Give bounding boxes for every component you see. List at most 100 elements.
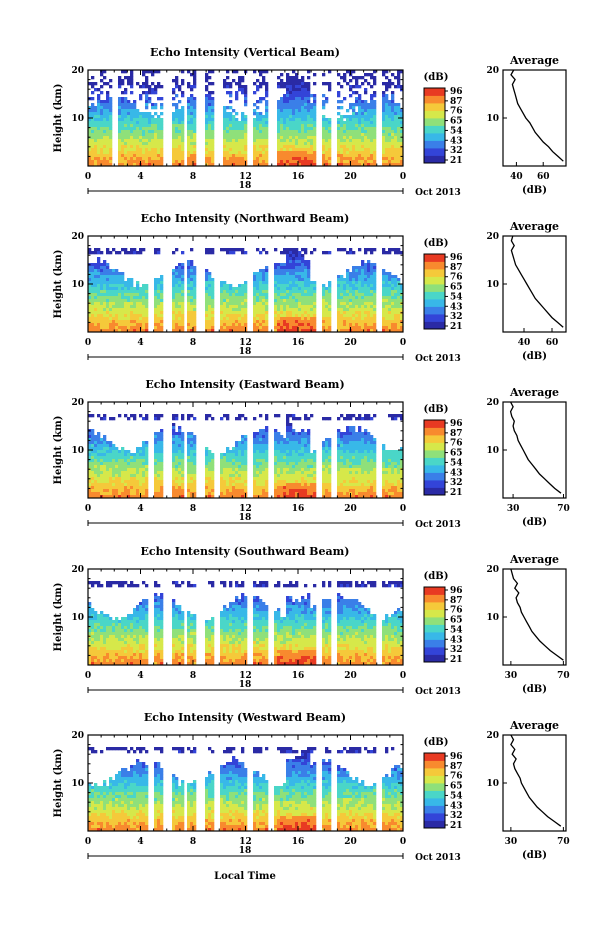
heatmap-cell xyxy=(373,112,377,116)
heatmap-cell xyxy=(298,260,302,264)
heatmap-cell xyxy=(394,133,398,137)
heatmap-cell xyxy=(283,302,287,306)
heatmap-cell xyxy=(298,145,302,149)
heatmap-cell xyxy=(211,97,215,101)
heatmap-cell xyxy=(115,287,119,291)
heatmap-cell xyxy=(400,157,403,161)
heatmap-cell xyxy=(109,97,113,101)
heatmap-cell xyxy=(190,290,194,294)
heatmap-cell xyxy=(385,136,389,140)
heatmap-cell xyxy=(256,112,260,116)
heatmap-cell xyxy=(112,492,116,496)
heatmap-cell xyxy=(286,293,290,297)
heatmap-cell xyxy=(265,139,269,143)
heatmap-cell xyxy=(388,299,392,303)
heatmap-cell xyxy=(208,281,212,285)
heatmap-cell xyxy=(124,302,128,306)
heatmap-cell xyxy=(211,115,215,119)
heatmap-cell xyxy=(232,326,236,330)
heatmap-cell xyxy=(244,251,248,255)
heatmap-cell xyxy=(364,305,368,309)
heatmap-cell xyxy=(223,157,227,161)
heatmap-cell xyxy=(262,136,266,140)
heatmap-cell xyxy=(160,474,164,478)
heatmap-cell xyxy=(313,100,317,104)
heatmap-cell xyxy=(292,272,296,276)
heatmap-cell xyxy=(400,154,403,158)
heatmap-cell xyxy=(256,145,260,149)
heatmap-cell xyxy=(310,106,314,110)
heatmap-cell xyxy=(109,160,113,164)
heatmap-cell xyxy=(259,275,263,279)
heatmap-cell xyxy=(256,438,260,442)
heatmap-cell xyxy=(328,82,332,86)
heatmap-cell xyxy=(118,272,122,276)
heatmap-cell xyxy=(355,163,359,166)
heatmap-cell xyxy=(394,118,398,122)
heatmap-cell xyxy=(205,272,209,276)
heatmap-cell xyxy=(121,477,125,481)
heatmap-cell xyxy=(190,447,194,451)
heatmap-cell xyxy=(361,272,365,276)
heatmap-cell xyxy=(205,112,209,116)
heatmap-cell xyxy=(340,275,344,279)
heatmap-cell xyxy=(283,323,287,327)
heatmap-cell xyxy=(190,115,194,119)
heatmap-cell xyxy=(100,462,104,466)
heatmap-cell xyxy=(346,278,350,282)
heatmap-cell xyxy=(220,293,224,297)
heatmap-cell xyxy=(310,287,314,291)
heatmap-cell xyxy=(109,133,113,137)
heatmap-cell xyxy=(172,121,176,125)
heatmap-cell xyxy=(211,106,215,110)
heatmap-cell xyxy=(130,326,134,330)
heatmap-cell xyxy=(367,296,371,300)
heatmap-cell xyxy=(133,103,137,107)
heatmap-cell xyxy=(337,290,341,294)
heatmap-cell xyxy=(340,106,344,110)
heatmap-cell xyxy=(103,82,107,86)
heatmap-cell xyxy=(193,459,197,463)
heatmap-cell xyxy=(106,124,110,128)
heatmap-cell xyxy=(229,106,233,110)
heatmap-cell xyxy=(241,287,245,291)
heatmap-cell xyxy=(343,278,347,282)
heatmap-cell xyxy=(289,133,293,137)
heatmap-cell xyxy=(211,317,215,321)
heatmap-cell xyxy=(226,459,230,463)
heatmap-cell xyxy=(307,106,311,110)
heatmap-cell xyxy=(277,112,281,116)
heatmap-cell xyxy=(289,142,293,146)
heatmap-cell xyxy=(115,477,119,481)
heatmap-cell xyxy=(358,275,362,279)
heatmap-cell xyxy=(397,133,401,137)
heatmap-cell xyxy=(298,118,302,122)
heatmap-cell xyxy=(244,438,248,442)
heatmap-cell xyxy=(97,471,101,475)
heatmap-cell xyxy=(286,112,290,116)
heatmap-cell xyxy=(304,278,308,282)
heatmap-cell xyxy=(361,115,365,119)
heatmap-cell xyxy=(100,323,104,327)
heatmap-cell xyxy=(145,70,149,74)
heatmap-cell xyxy=(172,432,176,436)
heatmap-cell xyxy=(295,118,299,122)
heatmap-cell xyxy=(211,148,215,152)
heatmap-cell xyxy=(289,302,293,306)
heatmap-cell xyxy=(298,142,302,146)
heatmap-cell xyxy=(361,76,365,80)
x-tick-label: 0 xyxy=(85,338,91,348)
heatmap-cell xyxy=(298,314,302,318)
heatmap-cell xyxy=(259,148,263,152)
heatmap-cell xyxy=(187,121,191,125)
heatmap-cell xyxy=(181,444,185,448)
heatmap-cell xyxy=(289,148,293,152)
heatmap-cell xyxy=(157,151,161,155)
heatmap-cell xyxy=(277,293,281,297)
heatmap-cell xyxy=(382,299,386,303)
heatmap-cell xyxy=(265,284,269,288)
heatmap-cell xyxy=(322,151,326,155)
heatmap-cell xyxy=(364,145,368,149)
heatmap-cell xyxy=(301,85,305,89)
heatmap-cell xyxy=(307,139,311,143)
